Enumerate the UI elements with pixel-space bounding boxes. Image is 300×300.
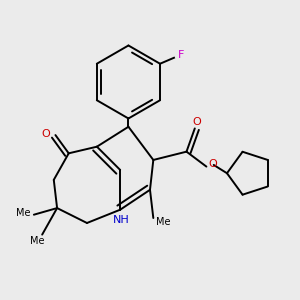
Text: Me: Me: [16, 208, 31, 218]
Text: O: O: [209, 159, 218, 169]
Text: O: O: [192, 118, 201, 128]
Text: Me: Me: [30, 236, 45, 246]
Text: NH: NH: [112, 215, 129, 225]
Text: Me: Me: [156, 217, 170, 227]
Text: O: O: [41, 129, 50, 139]
Text: F: F: [177, 50, 184, 60]
